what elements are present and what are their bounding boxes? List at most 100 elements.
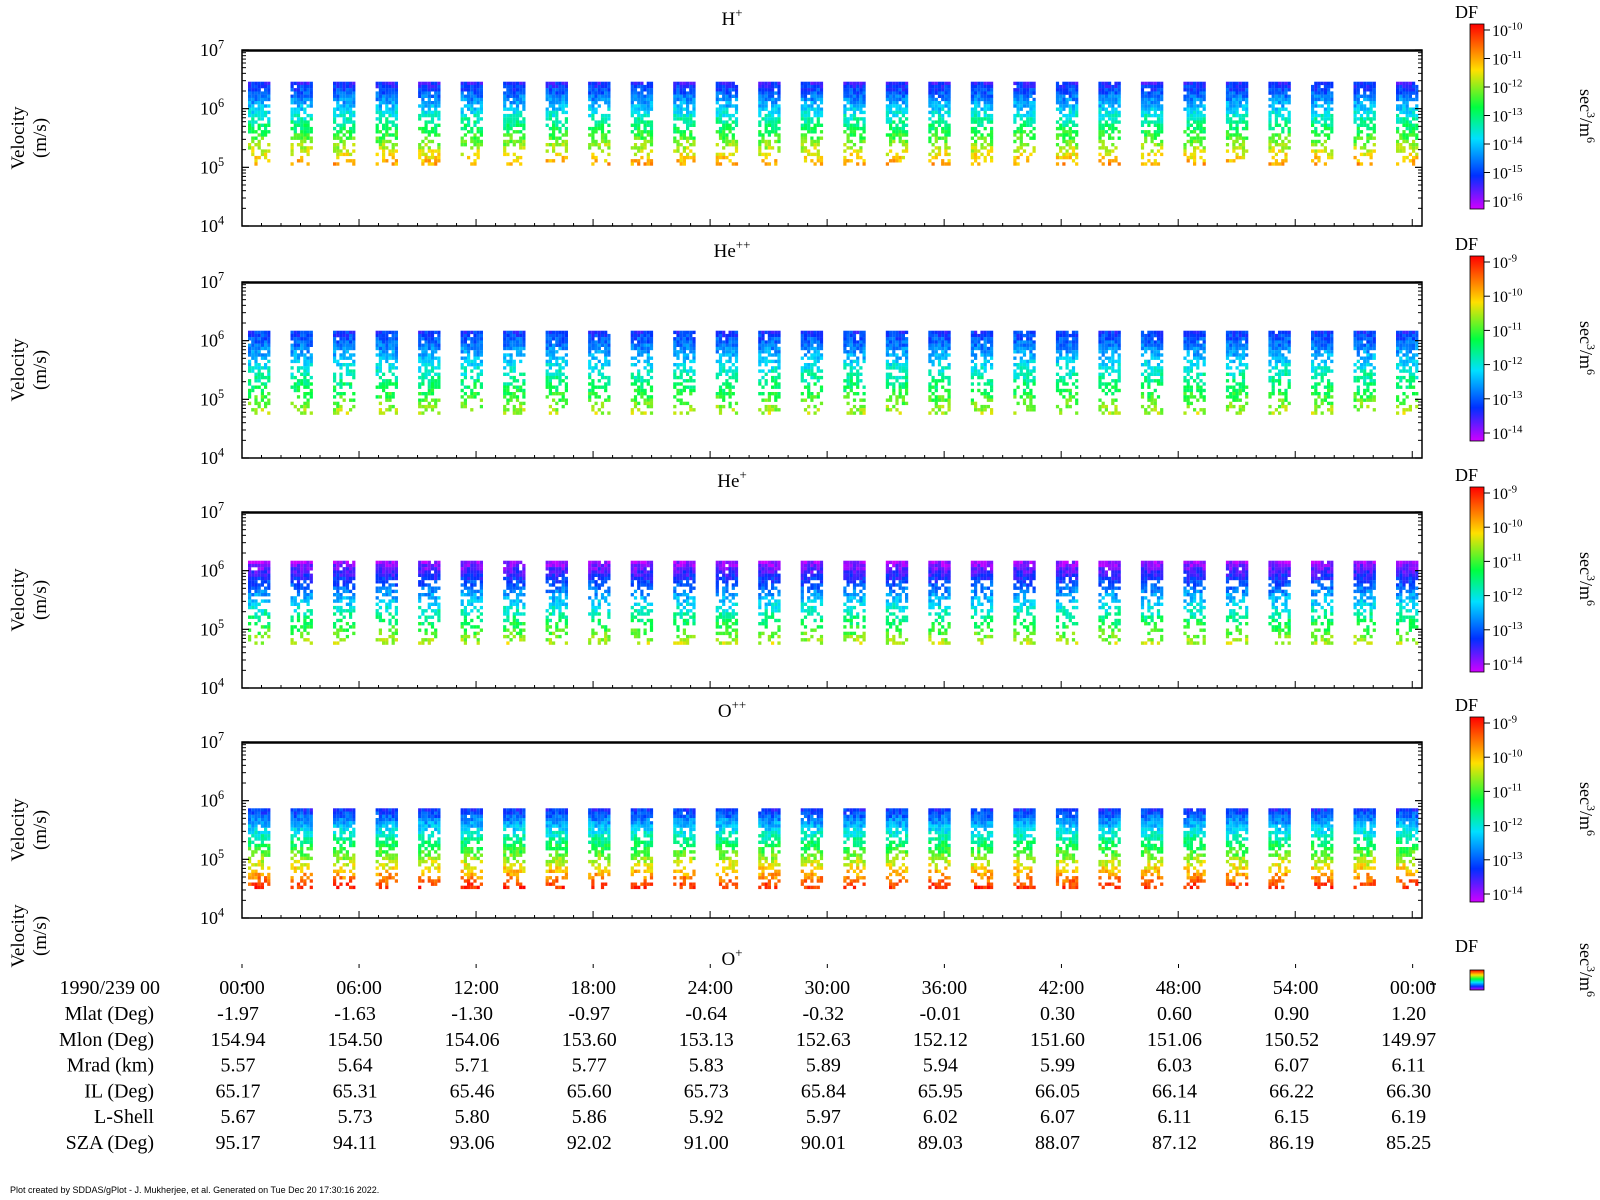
data-cell: [1408, 123, 1412, 127]
data-cell: [679, 388, 683, 393]
data-cell: [1271, 104, 1275, 108]
data-cell: [296, 366, 301, 370]
data-cell: [1372, 143, 1376, 147]
data-burst: [248, 330, 271, 415]
data-cell: [248, 330, 252, 335]
data-cell: [673, 346, 677, 351]
data-cell: [1317, 133, 1321, 137]
data-cell: [1114, 97, 1118, 102]
data-cell: [1117, 84, 1121, 89]
data-cell: [1071, 159, 1076, 163]
data-cell: [336, 113, 340, 118]
data-cell: [1241, 136, 1246, 140]
data-cell: [1405, 104, 1409, 108]
data-cell: [503, 388, 507, 393]
data-cell: [1062, 94, 1066, 98]
data-cell: [251, 152, 255, 157]
data-cell: [1065, 152, 1069, 157]
data-cell: [375, 104, 379, 108]
data-cell: [300, 333, 304, 338]
data-cell: [339, 136, 343, 140]
data-cell: [345, 340, 349, 344]
data-cell: [418, 146, 422, 150]
data-cell: [254, 395, 258, 399]
data-cell: [473, 366, 477, 370]
data-cell: [1160, 123, 1164, 127]
data-cell: [646, 81, 650, 86]
data-cell: [1199, 117, 1203, 121]
data-cell: [600, 133, 605, 137]
data-cell: [1314, 97, 1318, 102]
data-cell: [640, 94, 644, 98]
data-cell: [296, 88, 301, 92]
data-cell: [257, 385, 261, 389]
data-cell: [421, 350, 425, 354]
data-cell: [676, 343, 680, 347]
data-cell: [591, 110, 595, 115]
data-cell: [843, 81, 847, 86]
data-cell: [375, 385, 379, 389]
data-cell: [1359, 81, 1364, 86]
data-cell: [1156, 126, 1161, 131]
data-cell: [427, 359, 431, 364]
data-cell: [600, 84, 605, 89]
data-cell: [375, 343, 379, 347]
data-cell: [640, 337, 644, 341]
data-cell: [512, 101, 516, 105]
data-cell: [306, 91, 310, 95]
data-cell: [1186, 104, 1190, 108]
data-cell: [728, 101, 732, 105]
data-cell: [430, 392, 435, 396]
data-cell: [257, 84, 261, 89]
data-cell: [980, 94, 984, 98]
data-cell: [1029, 110, 1033, 115]
data-cell: [1323, 110, 1327, 115]
data-cell: [774, 84, 778, 89]
data-cell: [552, 392, 556, 396]
data-cell: [813, 113, 817, 118]
data-cell: [394, 337, 398, 341]
data-cell: [983, 126, 987, 131]
data-cell: [718, 84, 723, 89]
data-cell: [986, 107, 990, 111]
data-cell: [418, 94, 422, 98]
data-cell: [937, 81, 942, 86]
data-cell: [1415, 126, 1419, 131]
data-cell: [980, 120, 984, 124]
data-cell: [1111, 97, 1115, 102]
data-cell: [895, 107, 899, 111]
data-cell: [600, 337, 605, 341]
data-cell: [251, 123, 255, 127]
data-cell: [1229, 97, 1233, 102]
data-cell: [1271, 94, 1275, 98]
data-cell: [434, 97, 438, 102]
data-cell: [1399, 94, 1403, 98]
data-cell: [460, 382, 464, 386]
data-cell: [1415, 91, 1419, 95]
data-cell: [807, 107, 811, 111]
data-cell: [1356, 81, 1360, 86]
data-cell: [512, 385, 516, 389]
data-cell: [561, 330, 565, 335]
data-cell: [630, 123, 634, 127]
data-cell: [937, 113, 942, 118]
data-cell: [1274, 94, 1278, 98]
data-cell: [990, 133, 994, 137]
data-cell: [673, 113, 677, 118]
data-cell: [1405, 155, 1409, 160]
data-cell: [1140, 97, 1145, 102]
data-cell: [715, 340, 719, 344]
data-cell: [333, 411, 337, 415]
data-cell: [463, 337, 467, 341]
data-cell: [267, 333, 271, 338]
data-cell: [1013, 104, 1017, 108]
data-cell: [819, 88, 824, 92]
data-cell: [1098, 81, 1102, 86]
data-cell: [342, 91, 346, 95]
data-cell: [552, 356, 556, 360]
data-cell: [509, 398, 513, 402]
data-cell: [1241, 107, 1246, 111]
data-cell: [944, 88, 948, 92]
data-cell: [758, 146, 762, 150]
data-cell: [463, 117, 467, 121]
